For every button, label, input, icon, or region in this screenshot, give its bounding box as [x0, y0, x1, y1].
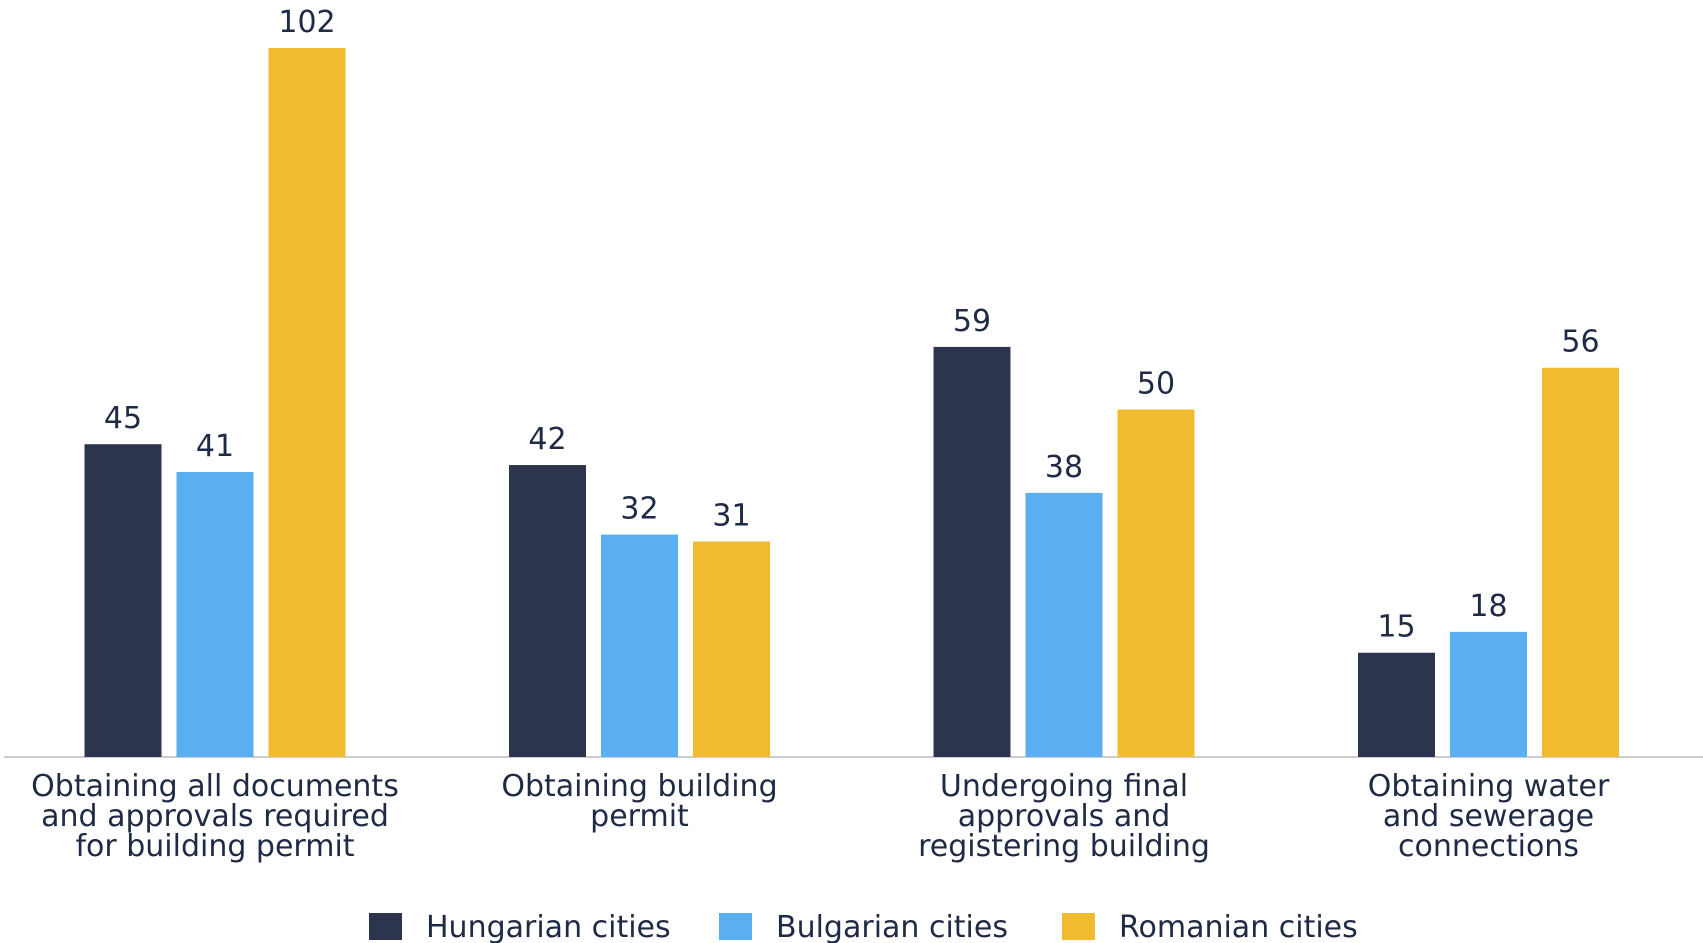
- x-tick-label: Obtaining building permit: [501, 769, 778, 834]
- data-label: 42: [528, 422, 566, 457]
- data-label: 38: [1045, 450, 1083, 485]
- data-label: 15: [1377, 610, 1415, 645]
- x-tick-label: Obtaining all documents and approvals re…: [31, 769, 399, 864]
- bar: [268, 48, 346, 757]
- legend-label: Romanian cities: [1119, 910, 1358, 943]
- x-tick-label: Undergoing final approvals and registeri…: [918, 769, 1210, 864]
- bar: [1117, 409, 1195, 757]
- data-label: 45: [104, 401, 142, 436]
- data-label: 31: [712, 499, 750, 534]
- data-label: 41: [196, 429, 234, 464]
- bar: [509, 465, 586, 757]
- bar: [1450, 631, 1527, 757]
- bar: [1025, 492, 1103, 757]
- bar: [601, 534, 678, 757]
- data-label: 32: [620, 492, 658, 527]
- bar: [1358, 652, 1435, 757]
- legend-label: Hungarian cities: [426, 910, 671, 943]
- bar: [176, 472, 254, 757]
- bar: [84, 444, 162, 757]
- legend-swatch: [369, 913, 402, 940]
- data-label: 59: [953, 304, 991, 339]
- legend-swatch: [719, 913, 752, 940]
- data-label: 18: [1469, 589, 1507, 624]
- data-label: 50: [1137, 366, 1175, 401]
- x-tick-label: Obtaining water and sewerage connections: [1367, 769, 1610, 864]
- legend-swatch: [1062, 913, 1095, 940]
- data-label: 56: [1561, 325, 1599, 360]
- data-label: 102: [278, 5, 335, 40]
- bar: [933, 346, 1011, 757]
- bar: [693, 541, 770, 757]
- legend-label: Bulgarian cities: [776, 910, 1008, 943]
- bar: [1542, 367, 1619, 757]
